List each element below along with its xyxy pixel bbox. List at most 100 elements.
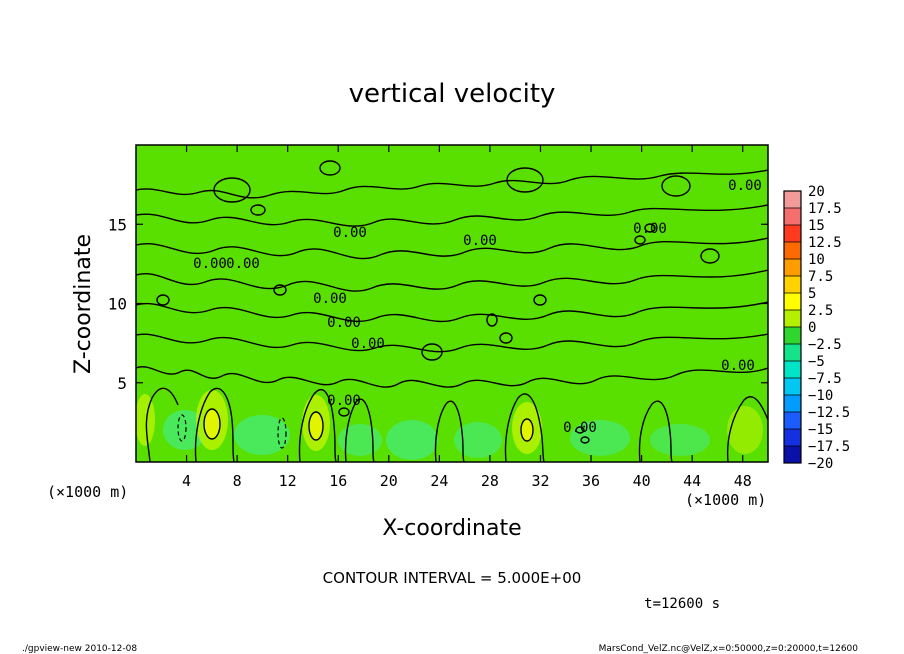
downdraft-blob xyxy=(650,424,710,456)
field-background xyxy=(136,145,768,462)
contour-loop xyxy=(338,407,350,417)
x-unit-right: (×1000 m) xyxy=(685,491,766,509)
contour-line xyxy=(194,387,235,462)
colorbar-label: −20 xyxy=(808,456,833,472)
colorbar-label: −12.5 xyxy=(808,405,850,421)
contour-loop-dashed xyxy=(277,417,287,449)
contour-value-label: 0.00 xyxy=(633,221,667,237)
colorbar-swatch xyxy=(784,429,801,447)
colorbar-label: −10 xyxy=(808,388,833,404)
contour-loop xyxy=(319,160,341,176)
contour-loop xyxy=(308,411,324,441)
contour-value-label: 0.00 xyxy=(313,291,347,307)
contour-value-label: 0.00 xyxy=(463,233,497,249)
y-tick-label: 10 xyxy=(108,295,127,314)
contour-interval: CONTOUR INTERVAL = 5.000E+00 xyxy=(323,569,582,587)
colorbar-swatch xyxy=(784,412,801,430)
contour-line xyxy=(504,393,545,462)
negative-contours xyxy=(177,414,287,449)
colorbar-label: 2.5 xyxy=(808,303,833,319)
colorbar-label: −5 xyxy=(808,354,825,370)
contour-loop-dashed xyxy=(177,414,187,442)
contour-line xyxy=(136,366,768,388)
colorbar-swatch xyxy=(784,225,801,243)
colorbar-label: −15 xyxy=(808,422,833,438)
contour-loop xyxy=(634,235,646,245)
contour-loop xyxy=(421,343,443,361)
colorbar-swatch xyxy=(784,276,801,294)
x-tick-label: 48 xyxy=(734,472,752,490)
contour-loop xyxy=(203,408,221,440)
downdraft-blob xyxy=(454,422,502,458)
colorbar-label: 12.5 xyxy=(808,235,842,251)
contour-loop xyxy=(700,248,720,264)
x-unit-left: (×1000 m) xyxy=(47,483,128,501)
colorbar-swatch xyxy=(784,327,801,345)
colorbar: 2017.51512.5107.552.50−2.5−5−7.5−10−12.5… xyxy=(783,184,850,472)
contour-loop xyxy=(533,294,547,306)
colorbar-swatch xyxy=(784,310,801,328)
contour-loop xyxy=(213,177,251,203)
colorbar-swatch xyxy=(784,361,801,379)
colorbar-label: 0 xyxy=(808,320,816,336)
downdraft-blob xyxy=(570,420,630,456)
contour-value-label: 0.00 xyxy=(327,315,361,331)
updraft-blob xyxy=(136,394,155,446)
colorbar-label: 20 xyxy=(808,184,825,200)
contour-line xyxy=(136,301,768,323)
chart-title: vertical velocity xyxy=(349,79,556,109)
contour-line xyxy=(344,398,375,462)
colorbar-swatch xyxy=(784,259,801,277)
updraft-core xyxy=(520,418,534,442)
contour-value-label: 0.00 xyxy=(327,393,361,409)
contour-line xyxy=(726,396,768,462)
updraft-core xyxy=(204,410,220,438)
contour-value-label: 0.00 xyxy=(728,178,762,194)
contour-loop xyxy=(580,436,590,444)
colorbar-label: 7.5 xyxy=(808,269,833,285)
contour-loop xyxy=(644,223,656,233)
colorbar-label: −2.5 xyxy=(808,337,842,353)
contour-line xyxy=(298,388,337,462)
colorbar-swatch xyxy=(784,378,801,396)
colorbar-swatch xyxy=(784,293,801,311)
x-tick-label: 40 xyxy=(633,472,651,490)
contour-loop xyxy=(506,167,544,193)
x-tick-label: 8 xyxy=(233,472,242,490)
colorbar-label: −7.5 xyxy=(808,371,842,387)
time-label: t=12600 s xyxy=(644,596,720,612)
contour-loop xyxy=(520,418,534,442)
contour-labels: 0.000.000.000.000.000.000.000.000.000.00… xyxy=(193,178,762,436)
contour-loop xyxy=(273,284,287,296)
contour-line xyxy=(136,204,768,227)
plot-area: 0.000.000.000.000.000.000.000.000.000.00… xyxy=(136,145,768,462)
colorbar-swatch xyxy=(784,344,801,362)
colorbar-label: 10 xyxy=(808,252,825,268)
downdraft-blob xyxy=(338,424,382,456)
colorbar-swatch xyxy=(784,446,801,464)
contour-line xyxy=(638,400,673,462)
colorbar-swatch xyxy=(784,191,801,209)
x-tick-label: 20 xyxy=(380,472,398,490)
colorbar-swatch xyxy=(784,208,801,226)
contour-line xyxy=(136,237,768,260)
contour-line xyxy=(434,400,465,462)
colorbar-label: 15 xyxy=(808,218,825,234)
contour-loop xyxy=(575,426,585,434)
contour-loop xyxy=(499,332,513,344)
zero-contours xyxy=(136,160,768,462)
contour-loop xyxy=(486,313,498,327)
contour-value-label: 0.00 xyxy=(563,420,597,436)
contour-value-label: 0.00 xyxy=(721,358,755,374)
x-tick-label: 28 xyxy=(481,472,499,490)
x-tick-label: 32 xyxy=(531,472,549,490)
contour-line xyxy=(136,333,768,353)
contour-value-label: 0.00 xyxy=(193,256,227,272)
updraft-blob xyxy=(727,406,763,454)
contour-loop xyxy=(250,204,266,216)
contour-line xyxy=(136,169,768,199)
updraft-core xyxy=(309,412,323,440)
x-tick-label: 4 xyxy=(182,472,191,490)
